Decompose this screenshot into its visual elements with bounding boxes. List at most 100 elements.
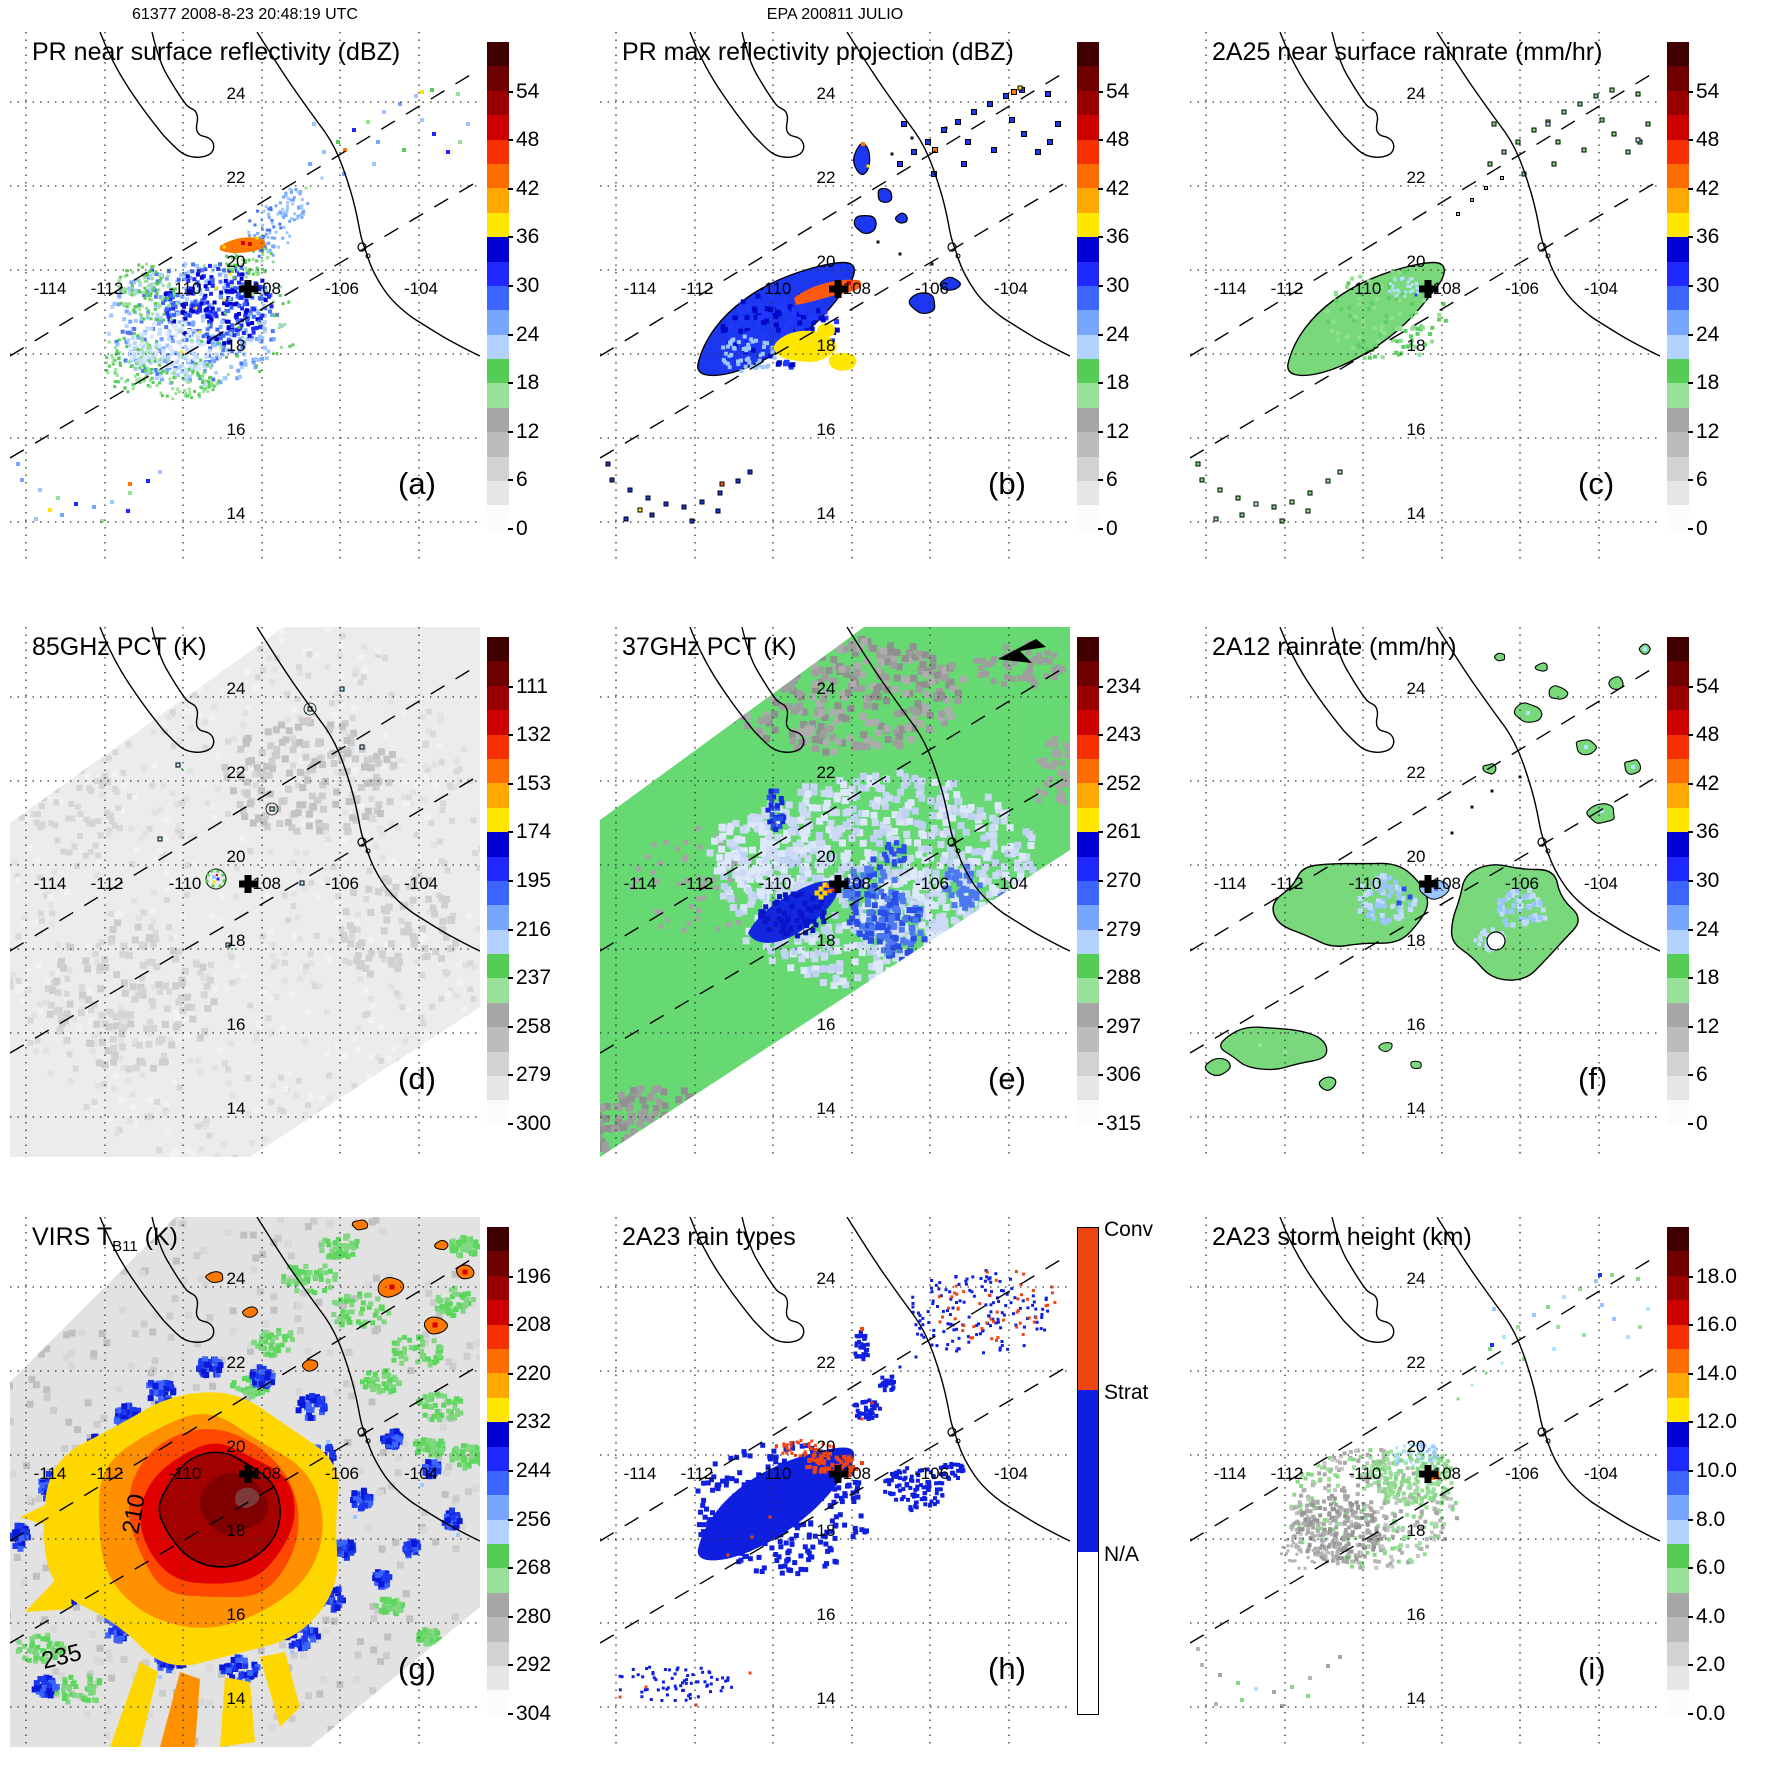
lon-label: -108 [247, 1464, 281, 1483]
colorbar-segment [487, 685, 509, 711]
lon-label: -114 [1214, 279, 1247, 298]
panel-title-text: 2A12 rainrate (mm/hr) [1212, 633, 1457, 661]
colorbar-tick-label: 174 [507, 820, 552, 843]
colorbar-segment-conv [1078, 1228, 1098, 1390]
lat-label: 16 [227, 420, 246, 439]
storm-center-cross-marker [1419, 280, 1437, 298]
colorbar-segment [1077, 685, 1099, 711]
lon-label: -114 [624, 279, 657, 298]
coastline [1279, 32, 1660, 357]
colorbar-segment [487, 1568, 509, 1593]
colorbar-segment [1077, 432, 1099, 457]
colorbar-tick-label: 54 [507, 80, 540, 103]
colorbar-segment [487, 1348, 509, 1374]
colorbar-segment [1667, 661, 1689, 686]
lat-label: 22 [817, 763, 836, 782]
graticule: -114 -112 -110 -108 -106 -104 24 22 20 18 16 14 [1190, 627, 1660, 1157]
colorbar-tick-label: 196 [507, 1265, 552, 1288]
colorbar-tick-label: 2.0 [1687, 1653, 1726, 1676]
lon-label: -104 [994, 279, 1028, 298]
colorbar-segment [1077, 310, 1099, 335]
colorbar-tick-label: 270 [1097, 869, 1142, 892]
pr-swath-edges [600, 663, 1070, 1054]
colorbar-tick-label: 48 [1687, 128, 1720, 151]
lon-label: -112 [1271, 874, 1304, 893]
graticule: -114 -112 -110 -108 -106 -104 24 22 20 18 16 14 [1190, 1217, 1660, 1747]
colorbar-tick-label: 0 [508, 517, 528, 540]
colorbar: 196 208 220 232 244 256 268 280 292 304 [487, 1227, 551, 1725]
colorbar-tick-label: 279 [507, 1063, 552, 1086]
colorbar-segment [1667, 456, 1689, 482]
colorbar-segment [487, 139, 509, 164]
storm-center-cross-marker [239, 875, 257, 893]
colorbar-tick-label: 12 [1687, 420, 1720, 443]
colorbar-segment [1667, 1397, 1689, 1423]
colorbar-segment [1667, 1519, 1689, 1545]
coastline [99, 1217, 480, 1542]
colorbar-segment [1077, 212, 1099, 238]
colorbar-tick-label: 288 [1097, 966, 1142, 989]
lat-label: 24 [817, 679, 836, 698]
panel-title: VIRS TB11 (K) [32, 1223, 178, 1255]
colorbar-segment [1077, 407, 1099, 433]
lon-label: -112 [91, 1464, 124, 1483]
coastline [1279, 1217, 1660, 1542]
colorbar-segment [1667, 505, 1689, 530]
colorbar-tick-label: 237 [507, 966, 552, 989]
lat-label: 14 [817, 1689, 836, 1708]
lat-label: 20 [227, 1437, 246, 1456]
colorbar-segment [1077, 661, 1099, 686]
lat-label: 14 [227, 1099, 246, 1118]
colorbar-segment [487, 734, 509, 759]
storm-name-header: EPA 200811 JULIO [766, 6, 904, 23]
colorbar-segment [487, 359, 509, 384]
panel-g: -114 -112 -110 -108 -106 -104 24 22 20 18 16 14 210 2… [10, 1215, 590, 1771]
colorbar-tick-label: 300 [507, 1112, 552, 1135]
colorbar-segment [487, 1275, 509, 1301]
lon-label: -106 [1505, 874, 1539, 893]
colorbar-segment [1667, 637, 1689, 662]
colorbar-tick-label: 42 [507, 177, 540, 200]
panel-letter: (b) [988, 466, 1026, 501]
colorbar-segment [487, 212, 509, 238]
lon-label: -110 [169, 1464, 202, 1483]
lat-label: 16 [1407, 1015, 1426, 1034]
panel-letter: (a) [398, 466, 436, 501]
colorbar-tick-label: 18 [1687, 371, 1720, 394]
colorbar-segment [1077, 66, 1099, 91]
colorbar-segment [487, 905, 509, 930]
panel-title: PR near surface reflectivity (dBZ) [32, 38, 400, 70]
colorbar-segment [1667, 978, 1689, 1003]
panel-letter: (h) [988, 1651, 1026, 1686]
lon-label: -110 [759, 1464, 792, 1483]
colorbar-segment [1077, 456, 1099, 482]
panel-title: 2A23 rain types [622, 1223, 796, 1255]
colorbar-segment [487, 188, 509, 213]
colorbar-segment [487, 1519, 509, 1545]
panel-e: -114 -112 -110 -108 -106 -104 24 22 20 18 16 14 37G… [600, 625, 1180, 1181]
colorbar-segment [1077, 856, 1099, 881]
colorbar-tick-label: 36 [1687, 820, 1720, 843]
colorbar-tick-label: 8.0 [1687, 1508, 1726, 1531]
rain-type-label: N/A [1104, 1543, 1140, 1566]
colorbar-segment [1667, 685, 1689, 711]
lon-label: -106 [325, 1464, 359, 1483]
colorbar-segment [1667, 710, 1689, 735]
colorbar-tick-label: 258 [507, 1015, 552, 1038]
colorbar-segment [487, 832, 509, 857]
colorbar-tick-label: 14.0 [1688, 1362, 1737, 1385]
colorbar: 111 132 153 174 195 216 237 258 279 300 [487, 637, 551, 1135]
colorbar-segment [487, 42, 509, 67]
colorbar-segment [1077, 1100, 1099, 1125]
colorbar: 54 48 42 36 30 24 18 12 6 0 [1667, 42, 1719, 540]
lon-label: -110 [759, 874, 792, 893]
storm-center-cross-marker [829, 875, 847, 893]
colorbar-tick-label: 36 [1097, 225, 1130, 248]
lat-label: 18 [817, 1521, 836, 1540]
coastline [99, 627, 480, 952]
lat-label: 20 [817, 1437, 836, 1456]
lon-label: -104 [994, 874, 1028, 893]
colorbar-segment [1667, 212, 1689, 238]
colorbar-tick-label: 6 [1098, 468, 1118, 491]
colorbar-segment [1667, 407, 1689, 433]
